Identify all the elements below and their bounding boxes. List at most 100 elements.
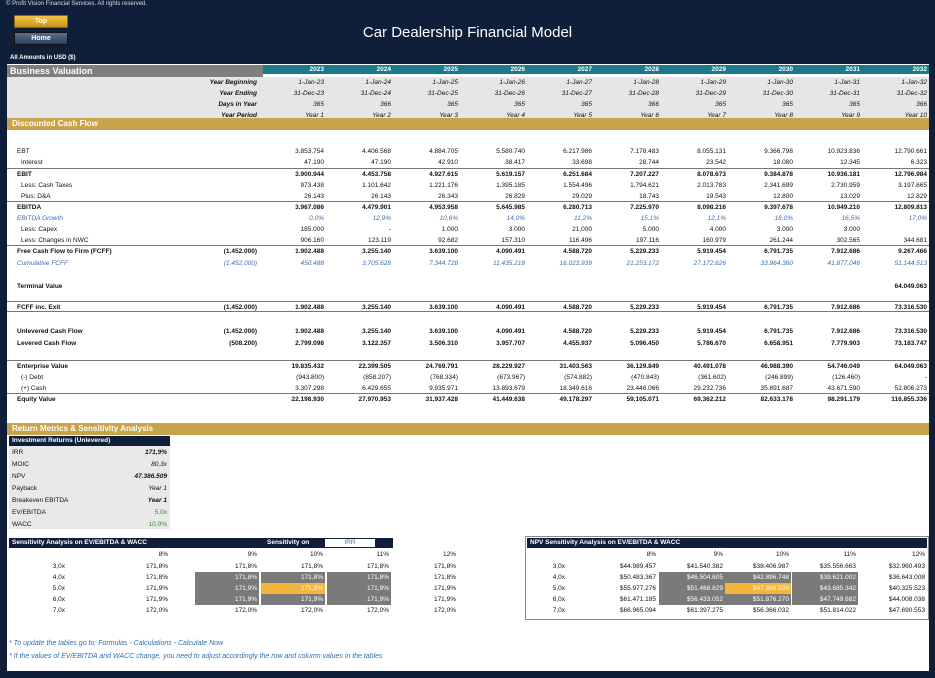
dcf-value: 5.919.454 bbox=[697, 328, 726, 335]
irr-cell: 171,8% bbox=[195, 572, 259, 583]
dcf-value: 4.884.705 bbox=[429, 148, 458, 155]
meta-value: 1-Jan-24 bbox=[365, 79, 391, 86]
dcf-value: 11,2% bbox=[574, 215, 592, 222]
meta-value: 1-Jan-30 bbox=[767, 79, 793, 86]
irr-cell: 172,0% bbox=[433, 607, 456, 614]
meta-value: 31-Dec-27 bbox=[561, 90, 592, 97]
dcf-value: 6.429.655 bbox=[362, 385, 391, 392]
dcf-value: 6.251.684 bbox=[563, 171, 592, 178]
dcf-value: 12.790.661 bbox=[894, 148, 927, 155]
dcf-value: 123.119 bbox=[367, 237, 391, 244]
row-separator bbox=[7, 201, 929, 202]
dcf-value: 261.244 bbox=[769, 237, 794, 244]
meta-value: 1-Jan-26 bbox=[499, 79, 525, 86]
dcf-value: 12.800 bbox=[773, 193, 793, 200]
dcf-row-label: Enterprise Value bbox=[17, 363, 68, 370]
home-button[interactable]: Home bbox=[14, 32, 68, 45]
irr-cell: 171,9% bbox=[327, 594, 391, 605]
npv-col-header: 9% bbox=[713, 551, 723, 558]
dcf-value: 31.937.428 bbox=[425, 396, 458, 403]
dcf-value: 1.902.488 bbox=[295, 304, 324, 311]
dcf-row-label: Unlevered Cash Flow bbox=[17, 328, 83, 335]
dcf-value: 3.255.140 bbox=[362, 248, 391, 255]
irr-cell: 171,9% bbox=[327, 583, 391, 594]
meta-value: 1-Jan-31 bbox=[834, 79, 860, 86]
dcf-value: (361.602) bbox=[698, 374, 726, 381]
row-separator bbox=[7, 311, 929, 312]
npv-col-header: 8% bbox=[646, 551, 656, 558]
dcf-value: 2.013.783 bbox=[697, 182, 726, 189]
dcf-value: 5.096.450 bbox=[630, 340, 659, 347]
dcf-value: 23.542 bbox=[706, 159, 726, 166]
year-header: 2032 bbox=[912, 66, 927, 73]
dcf-value: 1.794.621 bbox=[630, 182, 659, 189]
dcf-row-label: (+) Cash bbox=[21, 385, 47, 392]
dcf-value: (470.843) bbox=[631, 374, 659, 381]
irr-cell: 172,0% bbox=[234, 607, 257, 614]
dcf-value: (126.460) bbox=[832, 374, 860, 381]
dcf-value: 38.417 bbox=[505, 159, 525, 166]
npv-row-label: 5,0x bbox=[552, 585, 565, 592]
dcf-value: 1.902.488 bbox=[295, 328, 324, 335]
dcf-value: 9.397.678 bbox=[764, 204, 793, 211]
row-separator bbox=[7, 168, 929, 169]
dcf-value: 29.232.736 bbox=[693, 385, 726, 392]
dcf-value bbox=[664, 281, 726, 292]
irr-cell: 171,9% bbox=[261, 594, 325, 605]
dcf-value: 26.143 bbox=[304, 193, 324, 200]
npv-cell: $61.471.185 bbox=[619, 596, 656, 603]
year-header: 2029 bbox=[711, 66, 726, 73]
sens-on-label: Sensitivity on bbox=[267, 539, 310, 546]
meta-value: Year 10 bbox=[904, 112, 927, 119]
dcf-value: 3.967.086 bbox=[295, 204, 324, 211]
irr-col-header: 8% bbox=[158, 551, 168, 558]
meta-value: Year 4 bbox=[506, 112, 525, 119]
dcf-value: 3.197.665 bbox=[898, 182, 927, 189]
npv-col-header: 12% bbox=[911, 551, 925, 558]
irr-cell: 171,8% bbox=[433, 574, 456, 581]
dcf-value: 26.829 bbox=[505, 193, 525, 200]
dcf-value: 3.853.754 bbox=[295, 148, 324, 155]
irr-cell: 172,0% bbox=[366, 607, 389, 614]
dcf-value: 10.936.181 bbox=[827, 171, 860, 178]
dcf-value: 28.744 bbox=[639, 159, 659, 166]
returns-label: NPV bbox=[12, 473, 26, 480]
npv-cell: $44.989.457 bbox=[619, 563, 656, 570]
spreadsheet[interactable]: Business Valuation 2023 2024 2025 2026 2027 20… bbox=[7, 64, 929, 671]
dcf-value: 10.949.210 bbox=[827, 204, 860, 211]
note-line: * To update the tables go to: Formulas -… bbox=[9, 640, 224, 647]
meta-band bbox=[7, 77, 929, 121]
dcf-row-label: FCFF inc. Exit bbox=[17, 304, 61, 311]
business-valuation-title: Business Valuation bbox=[7, 65, 263, 77]
dcf-value: 16,0% bbox=[774, 215, 793, 222]
dcf-value: 3.705.628 bbox=[362, 260, 391, 267]
meta-value: 366 bbox=[916, 101, 927, 108]
meta-label: Year Beginning bbox=[209, 79, 257, 86]
irr-cell: 171,9% bbox=[433, 596, 456, 603]
dcf-value: 0,0% bbox=[309, 215, 324, 222]
dcf-value: 18.743 bbox=[639, 193, 659, 200]
meta-value: 366 bbox=[380, 101, 391, 108]
dcf-value: 17,0% bbox=[908, 215, 927, 222]
dcf-value: 7.344.728 bbox=[429, 260, 458, 267]
dcf-value: 10,6% bbox=[439, 215, 458, 222]
irr-cell: 171,9% bbox=[261, 583, 325, 594]
returns-value: 171,9% bbox=[144, 449, 167, 456]
dcf-row-label: Interest bbox=[21, 159, 43, 166]
dcf-row-label: Levered Cash Flow bbox=[17, 340, 77, 347]
irr-col-header: 12% bbox=[442, 551, 456, 558]
dcf-initial-value: (508.200) bbox=[229, 340, 257, 347]
year-header: 2028 bbox=[644, 66, 659, 73]
irr-cell: 171,8% bbox=[234, 563, 257, 570]
returns-value: 80,3x bbox=[151, 461, 167, 468]
dcf-value: 7.912.686 bbox=[831, 248, 860, 255]
dcf-value: 16.023.939 bbox=[559, 260, 592, 267]
copyright-text: © Profit Vision Financial Services. All … bbox=[6, 1, 148, 7]
dcf-value: 4.090.491 bbox=[496, 248, 525, 255]
top-button[interactable]: Top bbox=[14, 15, 68, 28]
dcf-value: 7.912.686 bbox=[831, 328, 860, 335]
dcf-value: (574.882) bbox=[564, 374, 592, 381]
dcf-value: 5.919.454 bbox=[697, 304, 726, 311]
meta-value: 365 bbox=[581, 101, 592, 108]
meta-value: Year 2 bbox=[372, 112, 391, 119]
